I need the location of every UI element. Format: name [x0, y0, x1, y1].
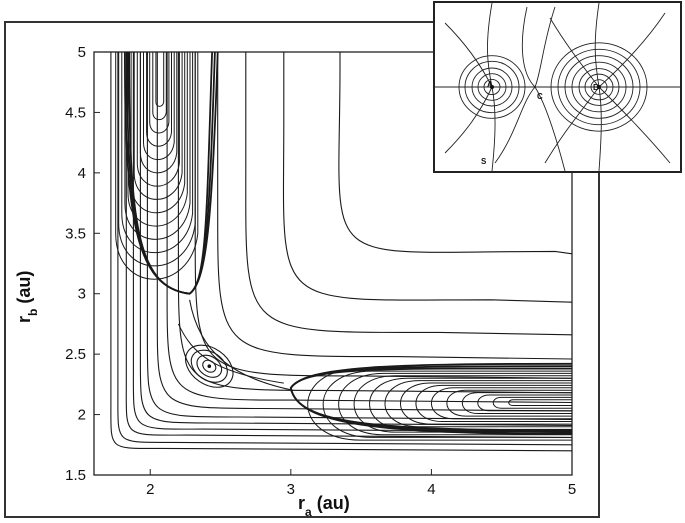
- contour-plot: 2 3 4 5 1.5 2 2.5 3 3.5 4 4.5 5 ra (au) rb (au): [14, 44, 576, 516]
- l-contour: [245, 52, 573, 336]
- inset-field-line: [598, 86, 671, 164]
- product-valley-contour: [477, 394, 572, 412]
- saddle-loop: [190, 349, 228, 383]
- y-tick-label: 4: [78, 165, 86, 182]
- contour-lines: [110, 51, 573, 452]
- saddle-loop: [196, 354, 223, 378]
- saddle-loop: [202, 359, 217, 373]
- inset-separatrix: [534, 6, 566, 172]
- x-tick-label: 4: [427, 481, 435, 498]
- product-valley-contour: [508, 399, 572, 406]
- reactant-valley-contour: [139, 52, 178, 174]
- product-valley-contour: [446, 389, 572, 417]
- product-valley-contour: [353, 375, 572, 433]
- label-b: B: [593, 83, 599, 92]
- reactant-valley-contour: [127, 52, 188, 227]
- axis-ticks: 2 3 4 5 1.5 2 2.5 3 3.5 4 4.5 5: [65, 44, 576, 498]
- label-c: C: [537, 92, 543, 101]
- y-tick-label: 2.5: [65, 346, 86, 363]
- label-s: S: [481, 157, 487, 166]
- center-a-point: [490, 85, 494, 89]
- product-valley-contour: [492, 396, 572, 409]
- reactant-valley-contour: [152, 52, 167, 121]
- product-separatrix: [289, 367, 573, 432]
- x-tick-label: 2: [146, 481, 154, 498]
- inset-field-line: [444, 86, 493, 154]
- x-tick-label: 5: [568, 481, 576, 498]
- product-valley-contour: [430, 387, 572, 420]
- inset-field-lines: A B C S: [435, 2, 680, 172]
- reactant-valley-contour: [133, 52, 183, 200]
- l-contour: [338, 52, 573, 255]
- maximum-point: [207, 364, 212, 369]
- saddle-loop: [185, 344, 234, 388]
- l-contour: [139, 52, 573, 426]
- inset-contours: [435, 2, 680, 172]
- l-contour: [217, 52, 573, 360]
- l-contour: [132, 52, 573, 433]
- product-valley-contour: [384, 380, 572, 428]
- center-b-point: [597, 85, 601, 89]
- l-contour: [125, 52, 573, 439]
- inset-field-line: [444, 22, 493, 88]
- y-axis-label: rb (au): [14, 271, 40, 323]
- reactant-valley-contour: [118, 52, 196, 267]
- reactant-valley-contour: [146, 52, 172, 147]
- y-tick-label: 4.5: [65, 104, 86, 121]
- reactant-valley-contour: [136, 52, 180, 187]
- reactant-valley-contour: [121, 52, 194, 254]
- plot-area-border: [93, 51, 573, 476]
- x-tick-label: 3: [287, 481, 295, 498]
- reactant-valley-contour: [124, 52, 191, 240]
- product-valley-contour: [399, 382, 572, 425]
- l-contour: [282, 52, 573, 303]
- inset-diagram: A B C S: [433, 1, 682, 173]
- l-contour: [117, 52, 573, 446]
- reactant-valley-contour: [149, 52, 170, 134]
- l-contour: [156, 52, 573, 412]
- inset-field-line: [598, 12, 666, 88]
- inset-field-line: [549, 17, 600, 88]
- reactant-valley-contour: [143, 52, 175, 160]
- label-a: A: [487, 80, 493, 89]
- reactant-valley-contour: [155, 52, 165, 107]
- reactant-valley-contour: [115, 52, 199, 280]
- inset-field-line: [544, 86, 600, 164]
- l-contour: [110, 52, 573, 452]
- reactant-separatrix: [128, 51, 213, 295]
- y-tick-label: 2: [78, 407, 86, 424]
- product-valley-contour: [322, 370, 572, 438]
- l-contour: [166, 52, 573, 404]
- product-valley-contour: [338, 372, 572, 436]
- l-contour: [146, 52, 573, 420]
- product-valley-contour: [415, 384, 572, 422]
- product-valley-contour: [461, 392, 572, 414]
- y-tick-label: 5: [78, 44, 86, 61]
- y-tick-label: 1.5: [65, 467, 86, 484]
- x-axis-label: ra (au): [298, 493, 350, 516]
- inset-separatrix: [494, 6, 536, 164]
- y-tick-label: 3.5: [65, 225, 86, 242]
- y-tick-label: 3: [78, 286, 86, 303]
